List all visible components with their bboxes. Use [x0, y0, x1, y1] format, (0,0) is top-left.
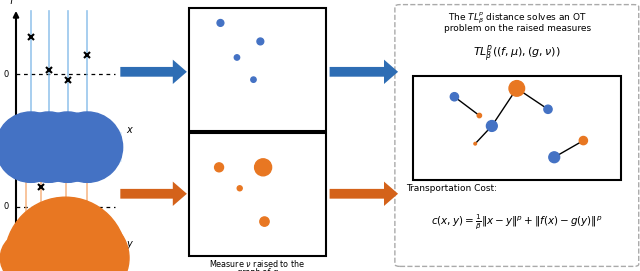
Polygon shape [120, 60, 187, 84]
Ellipse shape [27, 244, 55, 271]
Polygon shape [330, 182, 398, 206]
Ellipse shape [260, 217, 269, 226]
Ellipse shape [255, 159, 271, 176]
Ellipse shape [46, 216, 129, 271]
Ellipse shape [544, 105, 552, 113]
Polygon shape [120, 182, 187, 206]
Text: Transportation Cost:: Transportation Cost: [406, 184, 497, 193]
Text: 0: 0 [3, 70, 8, 79]
Ellipse shape [251, 77, 256, 82]
Text: g: g [8, 126, 14, 136]
Ellipse shape [509, 80, 525, 96]
Text: $\nu$: $\nu$ [18, 254, 26, 264]
Text: $c(x,y) = \frac{1}{\beta}\|x-y\|^p + \|f(x)-g(y)\|^p$: $c(x,y) = \frac{1}{\beta}\|x-y\|^p + \|f… [431, 213, 603, 232]
Ellipse shape [549, 152, 559, 163]
Text: problem on the raised measures: problem on the raised measures [444, 24, 591, 33]
Ellipse shape [486, 121, 497, 131]
Ellipse shape [1, 233, 52, 271]
Text: f: f [9, 0, 13, 6]
Ellipse shape [52, 112, 123, 182]
Ellipse shape [477, 113, 481, 118]
Ellipse shape [5, 197, 127, 271]
Bar [189, 133, 326, 256]
Ellipse shape [234, 55, 239, 60]
Text: Measure $\mu$ raised to the: Measure $\mu$ raised to the [209, 138, 306, 151]
Text: y: y [127, 239, 132, 249]
Text: The $TL^p_\beta$ distance solves an OT: The $TL^p_\beta$ distance solves an OT [448, 11, 586, 26]
Ellipse shape [451, 93, 458, 101]
Polygon shape [330, 60, 398, 84]
Bar [189, 8, 326, 131]
Text: 0: 0 [3, 202, 8, 211]
FancyBboxPatch shape [395, 5, 639, 266]
FancyBboxPatch shape [10, 244, 122, 271]
Text: Measure $\nu$ raised to the: Measure $\nu$ raised to the [209, 258, 306, 269]
Ellipse shape [13, 112, 84, 182]
Ellipse shape [0, 112, 66, 182]
Ellipse shape [579, 137, 588, 145]
Bar [413, 76, 621, 180]
FancyBboxPatch shape [10, 131, 122, 163]
Ellipse shape [214, 163, 223, 172]
Text: graph of $f$: graph of $f$ [237, 146, 278, 159]
Ellipse shape [257, 38, 264, 45]
Text: graph of $g$: graph of $g$ [236, 266, 279, 271]
Text: $TL^p_\beta((f,\mu),(g,\nu))$: $TL^p_\beta((f,\mu),(g,\nu))$ [474, 43, 561, 64]
Text: $\mu$: $\mu$ [18, 142, 27, 154]
Text: x: x [127, 125, 132, 135]
Ellipse shape [474, 142, 477, 145]
Ellipse shape [217, 20, 224, 26]
Ellipse shape [33, 112, 103, 182]
Ellipse shape [237, 186, 242, 191]
